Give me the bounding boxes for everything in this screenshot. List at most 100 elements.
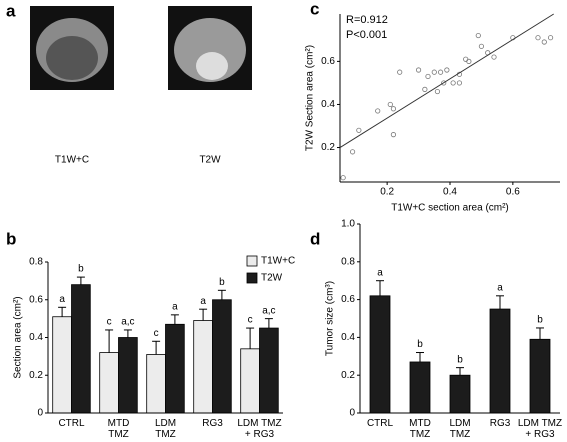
significance-letter: a [497,282,503,293]
scatter-point [444,67,450,73]
x-axis-label: T1W+C section area (cm²) [391,203,509,214]
scatter-point [349,149,356,155]
y-tick-label: 0.2 [321,142,335,153]
significance-letter: a,c [121,317,134,328]
significance-letter: c [154,328,159,339]
scatter-point [390,132,397,138]
x-tick-label: 0.2 [380,187,394,198]
significance-letter: b [537,315,543,326]
legend-swatch [246,272,258,284]
image-label: T1W+C [55,155,89,166]
y-tick-label: 0.4 [341,332,355,343]
significance-letter: b [457,354,463,365]
significance-letter: a [200,296,206,307]
y-axis-label: Tumor size (cm³) [325,281,336,356]
panel-label: a [6,1,16,20]
panel-label: b [6,229,16,248]
scatter-point [478,43,485,49]
y-axis-label: T2W Section area (cm²) [305,45,316,151]
significance-letter: a [59,294,65,305]
x-tick-label: LDM TMZ + RG3 [517,418,563,440]
x-tick-label: MTD TMZ [107,418,130,440]
bar [529,338,551,414]
scatter-point [456,80,463,86]
significance-letter: b [78,264,84,275]
y-tick-label: 0.8 [341,256,355,267]
scatter-point [491,54,497,60]
legend-swatch [246,255,258,267]
bar [489,308,511,414]
x-tick-label: RG3 [489,418,511,429]
scatter-point [425,73,431,80]
scatter-point [450,80,456,86]
y-tick-label: 0 [37,408,43,419]
y-axis-label: Section area (cm²) [13,296,24,378]
x-tick-label: CTRL [366,418,394,429]
bar [212,299,232,414]
significance-letter: a [172,301,178,312]
bar [71,284,91,414]
panel-label: c [310,0,319,18]
bar [369,295,391,414]
mri-image [46,36,98,80]
y-tick-label: 0 [349,408,355,419]
x-tick-label: LDM TMZ [449,418,471,440]
bar [99,352,119,414]
panel-label: d [310,229,320,248]
y-tick-label: 1.0 [341,219,355,230]
bar [193,320,213,414]
scatter-point [387,101,393,108]
image-label: T2W [199,155,221,166]
y-tick-label: 0.4 [321,99,335,110]
x-tick-label: 0.4 [443,187,457,198]
bar [165,323,185,414]
scatter-point [356,127,362,133]
annotation: R=0.912 [346,14,388,26]
y-tick-label: 0.6 [341,294,355,305]
scatter-point [390,106,397,112]
y-tick-label: 0.6 [29,294,43,305]
bar [52,316,72,414]
scatter-point [397,69,403,75]
scatter-point [375,108,381,114]
x-tick-label: LDM TMZ [154,418,177,440]
significance-letter: c [248,315,253,326]
legend-label: T1W+C [261,256,295,267]
scatter-point [547,35,554,41]
scatter-point [535,35,541,41]
x-tick-label: MTD TMZ [409,418,431,440]
y-tick-label: 0.2 [341,370,355,381]
scatter-point [463,56,469,62]
scatter-point [437,69,444,75]
y-tick-label: 0.2 [29,370,43,381]
bar [449,374,471,414]
bar [240,348,260,414]
scatter-point [441,80,447,86]
legend-label: T2W [261,273,283,284]
bar [146,354,166,414]
annotation: P<0.001 [346,29,387,41]
scatter-point [340,175,346,181]
significance-letter: b [219,277,225,288]
significance-letter: b [417,339,423,350]
scatter-point [475,32,481,39]
y-tick-label: 0.6 [321,56,335,67]
significance-letter: a [377,267,383,278]
scatter-point [541,39,547,45]
x-tick-label: RG3 [202,418,223,429]
scatter-point [431,69,437,75]
x-tick-label: LDM TMZ + RG3 [237,418,282,440]
y-tick-label: 0.8 [29,257,43,268]
scatter-point [415,67,422,73]
mri-image [196,52,228,80]
scatter-point [434,88,441,95]
bar [259,327,279,414]
significance-letter: c [107,317,112,328]
bar [409,361,431,414]
x-tick-label: CTRL [58,418,85,429]
x-tick-label: 0.6 [506,187,520,198]
scatter-point [466,58,472,64]
bar [118,337,138,414]
y-tick-label: 0.4 [29,332,43,343]
scatter-point [422,86,428,92]
